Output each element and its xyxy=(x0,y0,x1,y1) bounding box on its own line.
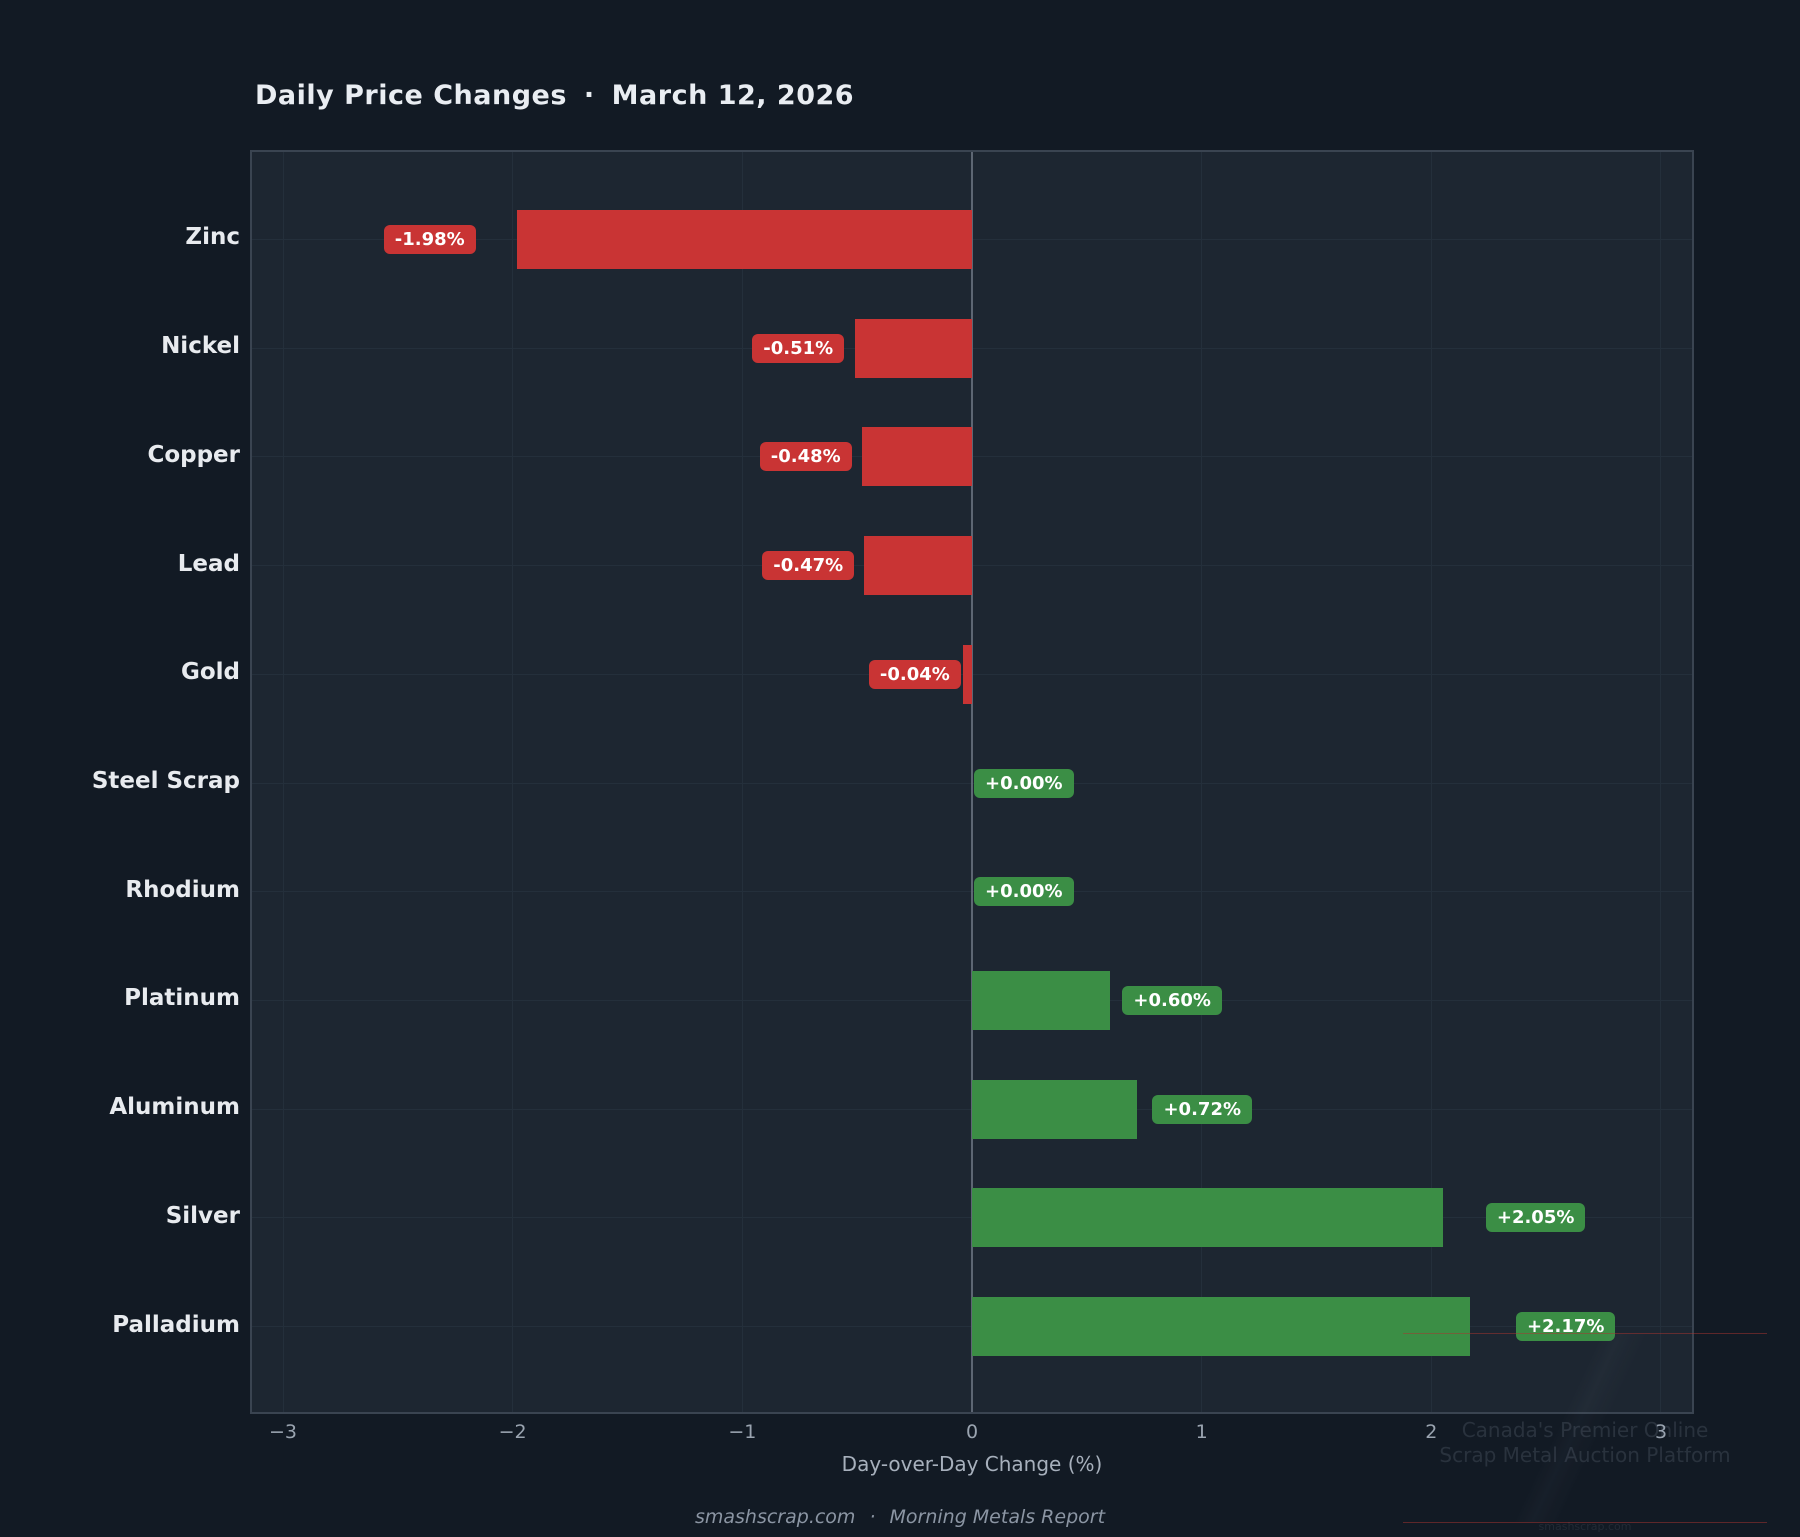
plot-area: -1.98% -0.51% -0.48% -0.47% -0.04% +0.00% +0.0… xyxy=(250,150,1694,1414)
gridline-vertical xyxy=(1430,152,1432,1412)
bar-platinum xyxy=(972,970,1110,1030)
footer-report: Morning Metals Report xyxy=(889,1506,1106,1528)
chart-title-text: Daily Price Changes xyxy=(255,80,567,111)
category-label-steel-scrap: Steel Scrap xyxy=(91,768,240,794)
x-axis-ticks: −3−2−10123 xyxy=(252,1421,1692,1447)
gridline-vertical xyxy=(1660,152,1662,1412)
gridline-vertical xyxy=(741,152,743,1412)
watermark-line2: Scrap Metal Auction Platform xyxy=(1439,1443,1731,1467)
value-badge-gold: -0.04% xyxy=(868,659,961,689)
x-tick-label: 1 xyxy=(1195,1421,1208,1443)
bar-gold xyxy=(962,644,972,704)
category-label-palladium: Palladium xyxy=(112,1311,240,1338)
footer-separator: · xyxy=(869,1506,876,1528)
x-tick-label: −1 xyxy=(728,1421,757,1443)
value-badge-palladium: +2.17% xyxy=(1515,1312,1616,1342)
bar-zinc xyxy=(517,209,972,269)
watermark: Canada's Premier Online Scrap Metal Auct… xyxy=(1403,1333,1767,1533)
footer-site: smashscrap.com xyxy=(694,1506,856,1528)
zero-baseline xyxy=(971,152,973,1412)
chart-title-date: March 12, 2026 xyxy=(611,80,855,111)
x-tick-label: −2 xyxy=(498,1421,527,1443)
category-label-lead: Lead xyxy=(177,550,240,577)
category-label-silver: Silver xyxy=(165,1202,240,1229)
gridline-vertical xyxy=(1201,152,1203,1412)
value-badge-silver: +2.05% xyxy=(1485,1203,1586,1233)
x-tick-label: 0 xyxy=(965,1421,979,1443)
category-label-nickel: Nickel xyxy=(161,333,240,360)
value-badge-zinc: -1.98% xyxy=(383,224,476,254)
category-label-rhodium: Rhodium xyxy=(125,876,240,903)
value-badge-platinum: +0.60% xyxy=(1122,985,1222,1015)
x-axis-label: Day-over-Day Change (%) xyxy=(841,1452,1103,1476)
watermark-line1: Canada's Premier Online xyxy=(1461,1418,1709,1442)
watermark-site: smashscrap.com xyxy=(1538,1520,1632,1533)
bar-palladium xyxy=(972,1297,1471,1357)
gridline-vertical xyxy=(282,152,284,1412)
category-label-gold: Gold xyxy=(180,659,240,686)
category-label-platinum: Platinum xyxy=(124,985,240,1012)
value-badge-copper: -0.48% xyxy=(759,442,852,472)
bar-lead xyxy=(864,536,972,596)
footer: smashscrap.com · Morning Metals Report xyxy=(0,1506,1800,1528)
x-tick-label: 3 xyxy=(1621,1421,1701,1443)
value-badge-nickel: -0.51% xyxy=(752,333,845,363)
x-tick-label: 2 xyxy=(1391,1421,1471,1443)
gridline-vertical xyxy=(512,152,514,1412)
category-label-copper: Copper xyxy=(147,441,240,468)
category-label-zinc: Zinc xyxy=(185,224,240,251)
bar-aluminum xyxy=(972,1079,1138,1139)
bar-nickel xyxy=(854,318,972,378)
bar-silver xyxy=(972,1188,1443,1248)
category-label-aluminum: Aluminum xyxy=(109,1094,240,1121)
value-badge-lead: -0.47% xyxy=(762,551,855,581)
x-tick-label: −3 xyxy=(269,1421,298,1443)
value-badge-rhodium: +0.00% xyxy=(974,877,1074,907)
value-badge-aluminum: +0.72% xyxy=(1152,1094,1252,1124)
y-axis-labels: Zinc Nickel Copper Lead Gold Steel Scrap Rhodi… xyxy=(0,152,240,1412)
chart-title: Daily Price Changes · March 12, 2026 xyxy=(255,80,854,111)
plot-canvas: -1.98% -0.51% -0.48% -0.47% -0.04% +0.00% +0.0… xyxy=(252,152,1692,1412)
bar-copper xyxy=(861,427,972,487)
value-badge-steel-scrap: +0.00% xyxy=(974,768,1074,798)
chart-title-separator: · xyxy=(583,80,595,111)
